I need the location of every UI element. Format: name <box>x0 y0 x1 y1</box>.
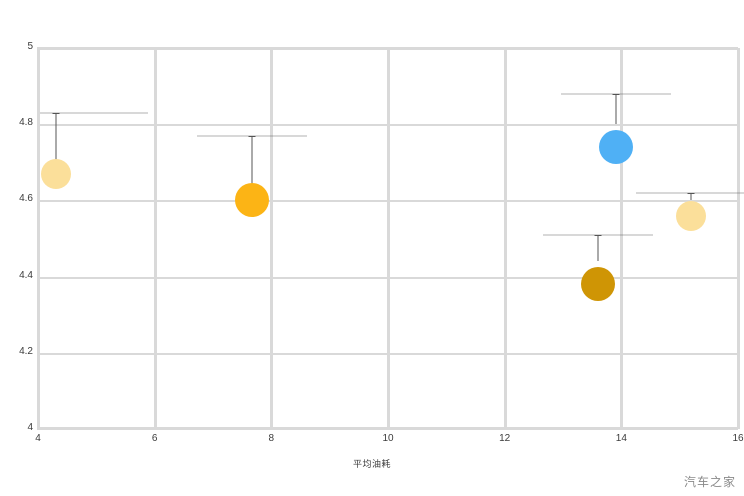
error-bar-guide <box>560 93 671 95</box>
y-axis-line <box>37 47 40 430</box>
gridline-vertical <box>153 48 157 429</box>
y-axis-tick-label: 4.4 <box>19 269 33 281</box>
data-point-bubble[interactable] <box>581 267 615 302</box>
x-axis-tick-label: 12 <box>499 433 511 444</box>
x-axis-tick-label: 10 <box>382 433 394 444</box>
gridline-vertical <box>620 48 624 429</box>
error-bar-cap <box>687 192 695 194</box>
gridline-horizontal <box>38 276 738 279</box>
error-bar-cap <box>52 112 59 114</box>
error-bar-guide <box>636 192 744 194</box>
plot-area <box>37 47 744 429</box>
gridline-vertical <box>387 48 390 429</box>
y-axis-tick-label: 5 <box>27 41 33 52</box>
watermark: 汽车之家 <box>683 475 736 489</box>
x-axis-tick-label: 6 <box>151 433 158 444</box>
x-axis-tick-label: 4 <box>35 433 41 444</box>
y-axis-tick-labels: 4 4.2 4.4 4.6 4.8 5 <box>0 0 33 496</box>
x-axis-title: 平均油耗 <box>352 459 391 469</box>
gridline-horizontal <box>38 200 738 203</box>
data-point-bubble[interactable] <box>676 200 707 231</box>
gridline-horizontal <box>38 352 738 355</box>
x-axis-tick-label: 8 <box>268 433 275 444</box>
x-axis-line <box>38 427 738 430</box>
gridline-vertical <box>503 48 507 429</box>
gridline-horizontal <box>38 48 738 50</box>
y-axis-tick-label: 4.8 <box>19 117 33 129</box>
error-bar-guide <box>196 135 307 137</box>
gridline-vertical <box>737 48 740 429</box>
error-bar-cap <box>248 135 255 137</box>
x-axis-tick-label: 14 <box>615 433 627 444</box>
error-bar-cap <box>612 93 619 95</box>
error-bar-guide <box>38 112 148 114</box>
error-bar-stem <box>690 192 692 201</box>
gridline-vertical <box>270 48 274 429</box>
x-axis-tick-label: 16 <box>732 433 744 444</box>
error-bar-stem <box>55 112 56 163</box>
error-bar-stem <box>615 93 616 125</box>
data-point-bubble[interactable] <box>234 183 269 218</box>
y-axis-tick-label: 4.6 <box>19 193 33 205</box>
error-bar-guide <box>543 234 653 236</box>
data-point-bubble[interactable] <box>598 130 633 165</box>
gridline-horizontal <box>38 124 738 127</box>
y-axis-tick-label: 4.2 <box>19 345 33 357</box>
error-bar-stem <box>597 234 599 262</box>
y-axis-tick-label: 4 <box>27 422 33 433</box>
error-bar-cap <box>594 234 602 236</box>
data-point-bubble[interactable] <box>40 158 71 189</box>
error-bar-stem <box>251 135 252 189</box>
